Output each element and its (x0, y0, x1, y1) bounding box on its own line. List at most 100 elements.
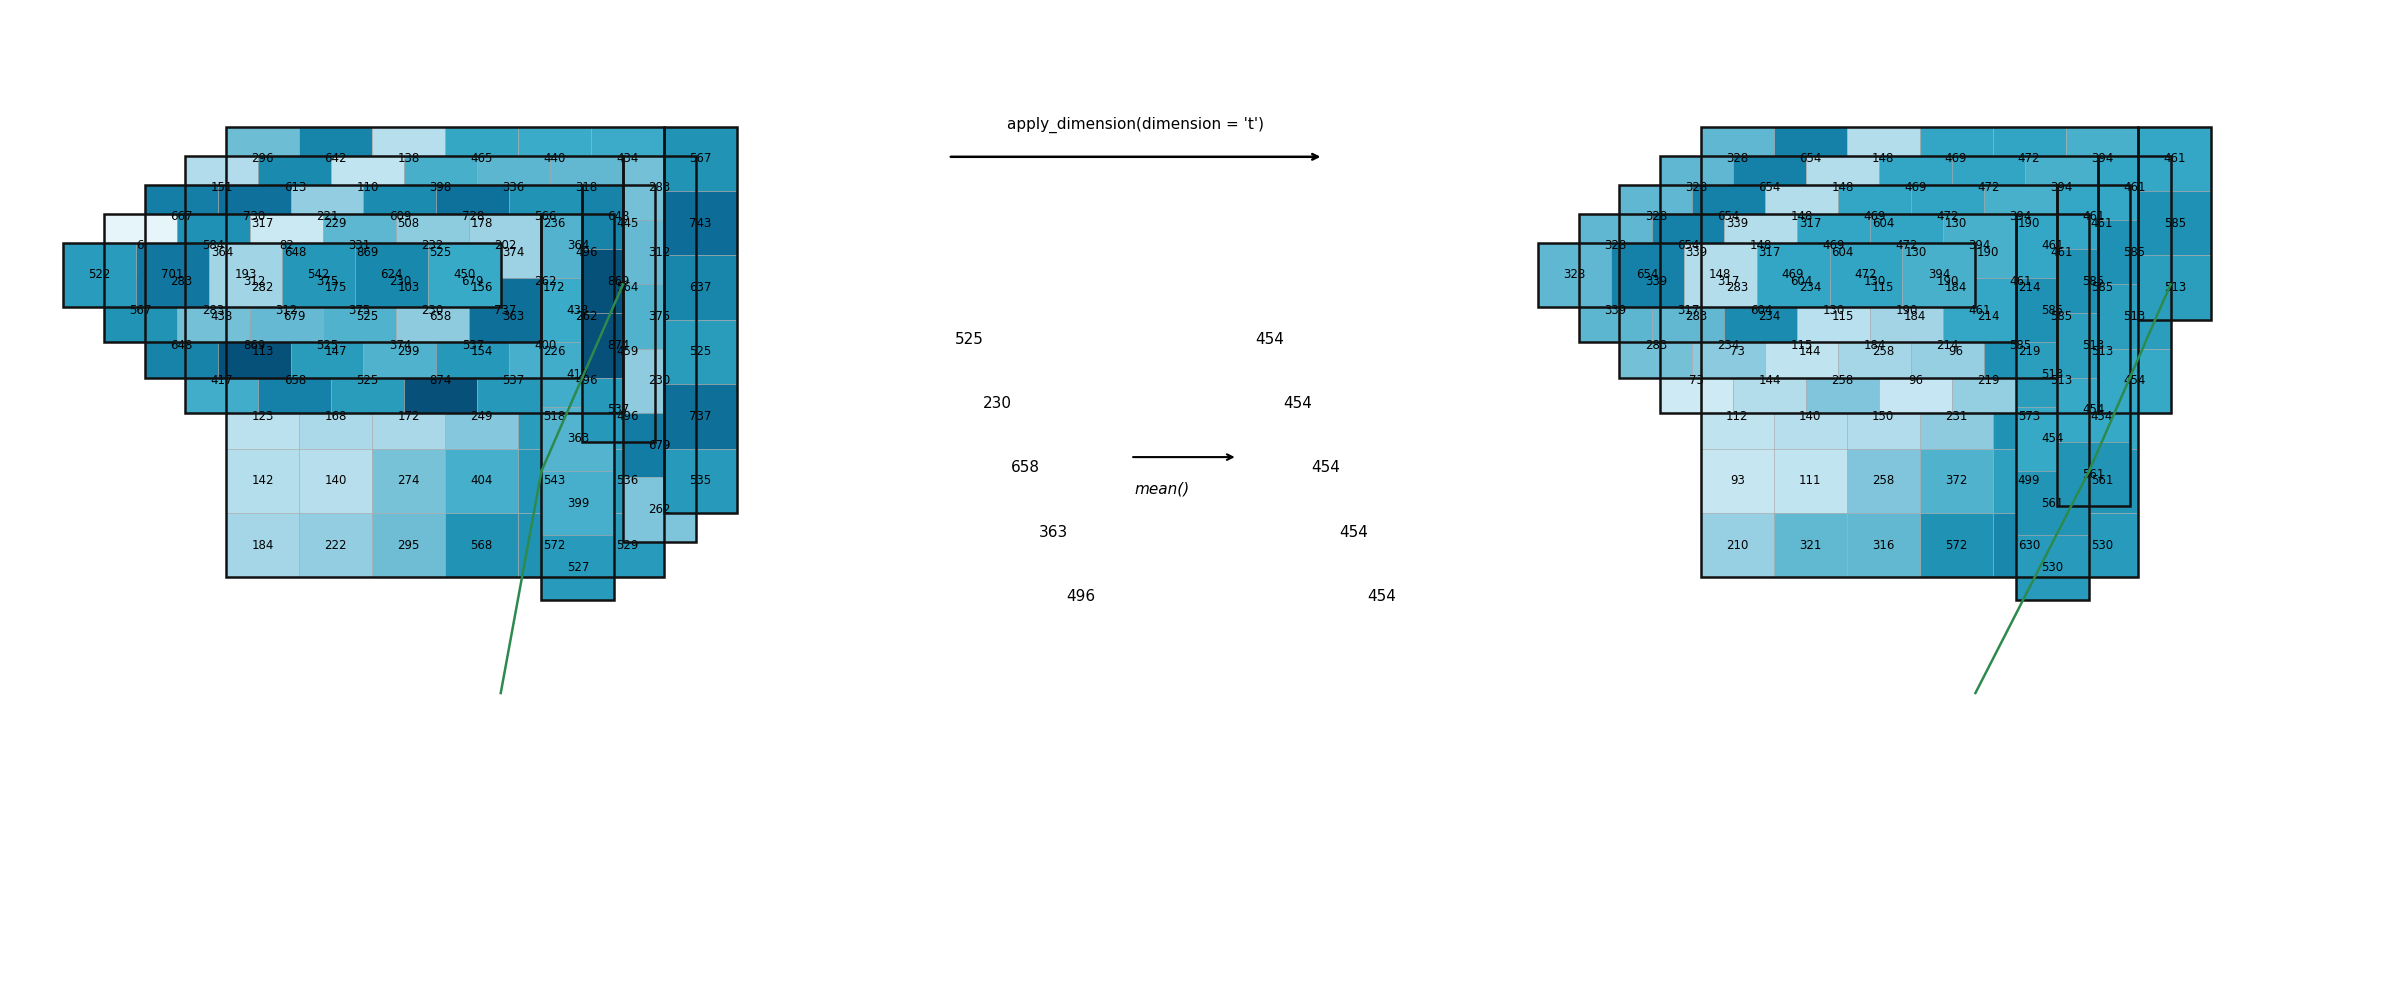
Bar (372, 320, 444, 384)
Text: 525: 525 (358, 374, 379, 387)
Bar (2066, 191, 2138, 255)
Text: 525: 525 (689, 345, 710, 358)
Text: 472: 472 (1855, 268, 1877, 281)
Bar (518, 127, 590, 191)
Bar (1870, 214, 1944, 278)
Bar (144, 185, 218, 249)
Text: 454: 454 (1310, 460, 1339, 475)
Text: 472: 472 (2018, 152, 2040, 165)
Text: 249: 249 (470, 410, 492, 423)
Text: 282: 282 (252, 281, 274, 294)
Text: 679: 679 (648, 439, 670, 452)
Text: 96: 96 (1949, 345, 1963, 358)
Text: 317: 317 (1678, 304, 1699, 317)
Bar (624, 477, 696, 542)
Text: 184: 184 (1903, 310, 1927, 323)
Text: 454: 454 (2090, 410, 2112, 423)
Text: 496: 496 (617, 410, 638, 423)
Text: 317: 317 (1718, 275, 1740, 288)
Bar (300, 255, 372, 320)
Bar (209, 243, 281, 307)
Bar (2066, 320, 2138, 384)
Bar (178, 278, 250, 342)
Text: 148: 148 (1750, 239, 1771, 252)
Text: 469: 469 (1862, 210, 1886, 223)
Text: 604: 604 (1750, 304, 1771, 317)
Text: 331: 331 (348, 239, 370, 252)
Text: 654: 654 (1637, 268, 1658, 281)
Bar (2057, 185, 2129, 506)
Bar (1951, 156, 2026, 220)
Bar (478, 156, 550, 220)
Text: 561: 561 (2042, 497, 2064, 510)
Text: 130: 130 (1903, 246, 1927, 259)
Bar (259, 156, 331, 220)
Bar (250, 214, 322, 278)
Text: 234: 234 (1718, 339, 1740, 352)
Bar (2098, 349, 2170, 413)
Bar (1702, 127, 2138, 577)
Text: 190: 190 (1937, 275, 1958, 288)
Bar (1951, 349, 2026, 413)
Bar (518, 449, 590, 513)
Text: 679: 679 (461, 275, 485, 288)
Text: 231: 231 (1944, 410, 1968, 423)
Text: 585: 585 (2009, 339, 2030, 352)
Bar (1920, 320, 1992, 384)
Bar (403, 284, 478, 349)
Bar (372, 513, 444, 577)
Text: 112: 112 (1726, 410, 1750, 423)
Bar (509, 185, 583, 249)
Text: 525: 525 (430, 246, 451, 259)
Bar (185, 156, 259, 220)
Bar (103, 214, 542, 342)
Bar (2138, 127, 2210, 320)
Bar (226, 320, 300, 384)
Text: 214: 214 (1978, 310, 1999, 323)
Bar (1702, 255, 1774, 320)
Bar (1992, 191, 2066, 255)
Text: 394: 394 (2009, 210, 2033, 223)
Bar (226, 127, 300, 191)
Bar (362, 185, 437, 249)
Bar (300, 384, 372, 449)
Text: 339: 339 (1726, 217, 1750, 230)
Bar (1774, 320, 1846, 384)
Bar (1870, 278, 1944, 342)
Bar (518, 320, 590, 384)
Text: 461: 461 (2009, 275, 2033, 288)
Bar (542, 535, 614, 600)
Text: 210: 210 (1726, 539, 1750, 552)
Text: 874: 874 (607, 339, 629, 352)
Text: 394: 394 (2050, 181, 2074, 194)
Bar (1766, 249, 1838, 313)
Bar (583, 185, 655, 442)
Text: 454: 454 (2042, 432, 2064, 445)
Bar (1774, 255, 1846, 320)
Bar (1920, 384, 1992, 449)
Text: 438: 438 (566, 304, 588, 317)
Bar (1774, 191, 1846, 255)
Bar (1846, 513, 1920, 577)
Text: 110: 110 (358, 181, 379, 194)
Text: 221: 221 (317, 210, 338, 223)
Bar (362, 313, 437, 378)
Text: 535: 535 (689, 474, 710, 487)
Text: 258: 258 (1872, 345, 1894, 358)
Text: 364: 364 (211, 246, 233, 259)
Text: 232: 232 (420, 239, 444, 252)
Text: 184: 184 (252, 539, 274, 552)
Bar (1702, 449, 1774, 513)
Bar (590, 384, 665, 449)
Text: 461: 461 (1968, 304, 1992, 317)
Bar (509, 313, 583, 378)
Bar (300, 320, 372, 384)
Bar (300, 127, 372, 191)
Bar (542, 471, 614, 535)
Bar (226, 449, 300, 513)
Bar (1538, 243, 1975, 307)
Bar (2016, 214, 2088, 600)
Bar (2066, 384, 2138, 449)
Bar (1726, 214, 1798, 278)
Text: 184: 184 (1944, 281, 1968, 294)
